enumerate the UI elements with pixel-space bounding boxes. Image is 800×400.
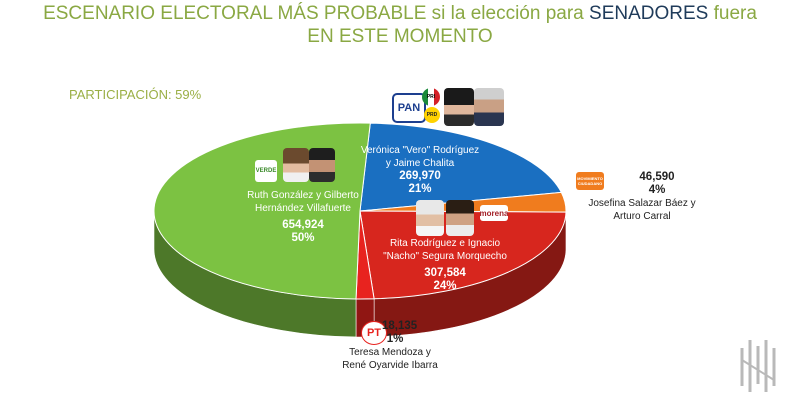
slice-name-green-2: Hernández Villafuerte: [255, 203, 351, 214]
pie-slice-3: [359, 210, 567, 300]
pt-logo: PT: [361, 321, 387, 345]
participation-label: PARTICIPACIÓN: 59%: [69, 87, 202, 102]
slice-percent-red: 24%: [433, 280, 457, 292]
slice-name-blue-1: Verónica "Vero" Rodríguez: [360, 145, 480, 156]
candidate-photo-nacho: [446, 200, 474, 236]
candidate-photo-ruth: [283, 148, 309, 182]
morena-logo: morena: [480, 205, 508, 221]
morena-logo-text: morena: [479, 208, 509, 218]
slice-votes-blue: 269,970: [399, 170, 441, 182]
pt-logo-text: PT: [366, 327, 382, 339]
slice-name-red-1: Rita Rodríguez e Ignacio: [389, 238, 501, 249]
slice-name-red-2: "Nacho" Segura Morquecho: [383, 251, 507, 262]
slice-name-pt-1: Teresa Mendoza y: [349, 347, 431, 358]
slice-name-green-1: Ruth González y Gilberto: [247, 190, 359, 201]
slice-percent-orange: 4%: [648, 184, 666, 196]
prd-logo: PRD: [424, 107, 440, 123]
verde-logo: VERDE: [255, 160, 277, 182]
prd-logo-text: PRD: [426, 112, 438, 118]
slice-name-orange-2: Arturo Carral: [613, 211, 671, 222]
slice-votes-green: 654,924: [282, 219, 324, 231]
pri-logo-text: PRI: [426, 94, 436, 100]
slice-votes-red: 307,584: [424, 267, 466, 279]
candidate-photo-rita: [416, 200, 444, 236]
mc-logo: MOVIMIENTO CIUDADANO: [576, 172, 604, 190]
slice-label-orange: 46,590 4% Josefina Salazar Báez y Arturo…: [572, 171, 712, 223]
slice-label-red: Rita Rodríguez e Ignacio "Nacho" Segura …: [365, 237, 525, 293]
slice-percent-green: 50%: [291, 232, 315, 244]
title-line2: EN ESTE MOMENTO: [307, 26, 493, 47]
slice-name-blue-2: y Jaime Chalita: [385, 158, 455, 169]
chart-title: ESCENARIO ELECTORAL MÁS PROBABLE si la e…: [0, 2, 800, 48]
slice-name-orange-1: Josefina Salazar Báez y: [588, 198, 696, 209]
pri-logo: PRI: [422, 88, 440, 106]
title-highlight: SENADORES: [589, 3, 709, 24]
slice-label-green: Ruth González y Gilberto Hernández Villa…: [218, 189, 388, 245]
candidate-photo-gilberto: [309, 148, 335, 182]
pan-logo-text: PAN: [397, 102, 421, 114]
candidate-photo-vero: [444, 88, 474, 126]
mc-logo-text: MOVIMIENTO CIUDADANO: [577, 176, 603, 186]
candidate-photo-chalita: [474, 88, 504, 126]
title-part2: fuera: [708, 3, 757, 24]
pan-logo: PAN: [392, 93, 426, 123]
slice-name-pt-2: René Oyarvide Ibarra: [342, 360, 438, 371]
pie-slice-1: [359, 122, 563, 212]
slice-percent-blue: 21%: [408, 183, 432, 195]
slice-label-pt: 18,135 1% Teresa Mendoza y René Oyarvide…: [330, 320, 450, 372]
slice-label-blue: Verónica "Vero" Rodríguez y Jaime Chalit…: [345, 144, 495, 196]
slice-votes-orange: 46,590: [639, 171, 675, 183]
slice-votes-pt: 18,135: [382, 320, 418, 332]
verde-logo-text: VERDE: [255, 168, 277, 174]
slice-percent-pt: 1%: [386, 333, 404, 345]
title-part1: ESCENARIO ELECTORAL MÁS PROBABLE si la e…: [43, 3, 590, 24]
